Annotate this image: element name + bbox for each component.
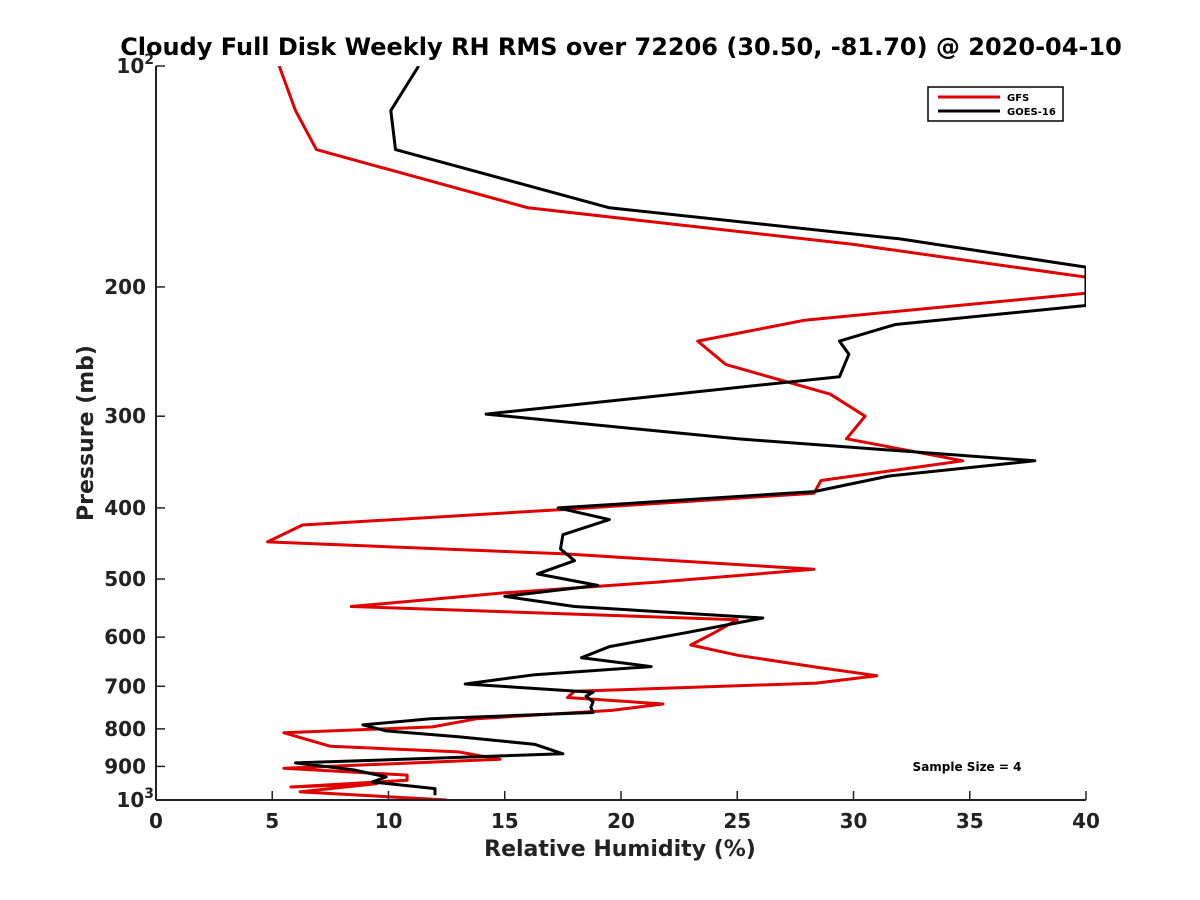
y-tick-label: 800 [104,717,146,741]
x-tick-label: 15 [491,809,519,833]
x-tick-label: 35 [956,809,984,833]
plot-lines [266,66,1086,800]
y-tick-label: 102 [116,52,154,78]
x-tick-label: 5 [265,809,279,833]
legend-box [927,86,1064,122]
y-tick-label: 200 [104,275,146,299]
series-line-gfs [266,66,1086,800]
y-tick-label: 400 [104,496,146,520]
y-tick-label: 300 [104,404,146,428]
x-tick-label: 10 [375,809,403,833]
legend: GFS GOES-16 [927,86,1064,122]
legend-entry-gfs: GFS [1007,93,1029,104]
chart-title: Cloudy Full Disk Weekly RH RMS over 7220… [120,33,1122,61]
axes: 0 5 10 15 20 25 30 35 40 102 200 300 400 500 600 700 800… [104,52,1100,833]
x-tick-label: 30 [840,809,868,833]
sample-size-annotation: Sample Size = 4 [913,760,1022,774]
series-line-goes16 [294,66,1086,796]
x-tick-label: 0 [149,809,163,833]
y-tick-label: 600 [104,625,146,649]
legend-entry-goes16: GOES-16 [1007,107,1056,118]
x-tick-label: 20 [607,809,635,833]
y-tick-label: 700 [104,674,146,698]
y-tick-label: 103 [116,786,154,812]
x-tick-label: 25 [723,809,751,833]
y-tick-label: 900 [104,754,146,778]
y-tick-label: 500 [104,567,146,591]
x-axis-label: Relative Humidity (%) [484,837,756,862]
x-tick-label: 40 [1072,809,1100,833]
y-axis-label: Pressure (mb) [74,345,99,521]
